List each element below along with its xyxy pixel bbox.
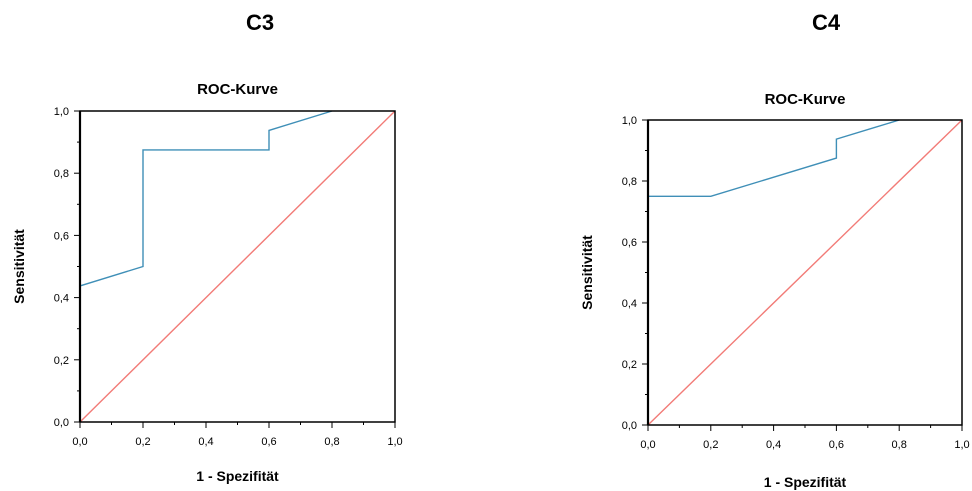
x-tick-label-c3-2: 0,4	[198, 436, 213, 448]
y-tick-label-c3-1: 0,2	[54, 355, 69, 367]
x-tick-label-c4-4: 0,8	[892, 439, 907, 451]
y-tick-label-c4-5: 1,0	[622, 115, 637, 127]
roc-curve-c4	[647, 119, 900, 425]
x-tick-label-c3-3: 0,6	[261, 436, 276, 448]
y-tick-label-c3-2: 0,4	[54, 293, 69, 305]
plot-title-c3: ROC-Kurve	[197, 81, 278, 98]
y-axis-title-c3: Sensitivität	[11, 229, 27, 304]
y-tick-label-c4-3: 0,6	[622, 237, 637, 249]
reference-line-c3	[79, 110, 396, 423]
y-tick-label-c4-1: 0,2	[622, 359, 637, 371]
x-tick-label-c3-4: 0,8	[324, 436, 339, 448]
x-tick-label-c3-1: 0,2	[135, 436, 150, 448]
x-axis-title-c3: 1 - Spezifität	[196, 468, 279, 484]
y-tick-label-c3-5: 1,0	[54, 106, 69, 118]
y-axis-title-c4: Sensitivität	[579, 235, 595, 310]
x-tick-label-c3-0: 0,0	[72, 436, 87, 448]
x-tick-label-c4-1: 0,2	[703, 439, 718, 451]
roc-curve-c3	[79, 110, 333, 422]
panel-label-c3: C3	[245, 10, 275, 35]
plot-title-c4: ROC-Kurve	[765, 91, 846, 108]
x-tick-label-c3-5: 1,0	[387, 436, 402, 448]
y-tick-label-c3-3: 0,6	[54, 230, 69, 242]
y-tick-label-c3-4: 0,8	[54, 168, 69, 180]
y-tick-label-c4-2: 0,4	[622, 298, 637, 310]
panel-label-c4: C4	[811, 10, 841, 35]
x-tick-label-c4-2: 0,4	[766, 439, 781, 451]
x-tick-label-c4-0: 0,0	[640, 439, 655, 451]
y-tick-label-c3-0: 0,0	[54, 417, 69, 429]
x-tick-label-c4-5: 1,0	[954, 439, 969, 451]
x-axis-title-c4: 1 - Spezifität	[764, 474, 847, 490]
y-tick-label-c4-4: 0,8	[622, 176, 637, 188]
y-tick-label-c4-0: 0,0	[622, 420, 637, 432]
reference-line-c4	[647, 119, 963, 426]
x-tick-label-c4-3: 0,6	[829, 439, 844, 451]
